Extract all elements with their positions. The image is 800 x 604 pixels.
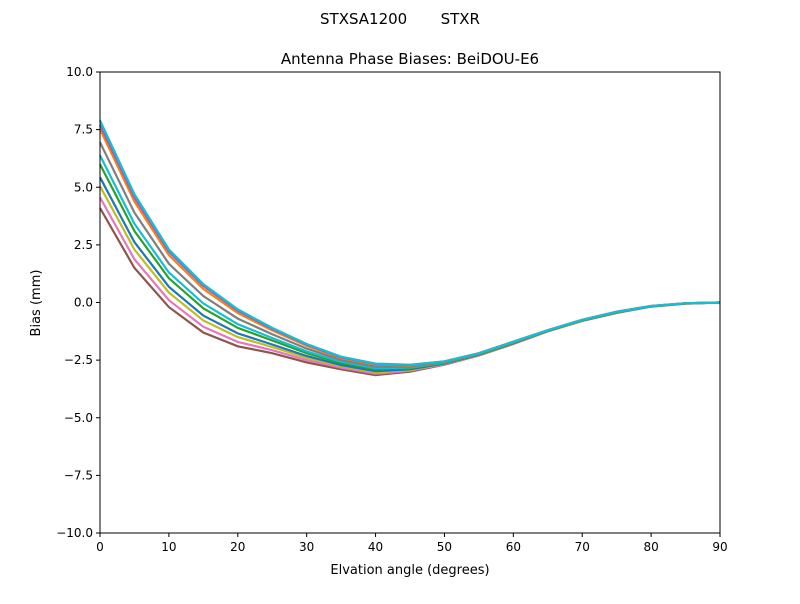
x-tick-label: 10	[161, 540, 176, 554]
y-tick-label: 10.0	[66, 65, 93, 79]
series-line-6	[99, 141, 721, 368]
series-line-8	[99, 124, 721, 367]
y-tick-label: −10.0	[56, 526, 93, 540]
y-tick-label: −2.5	[64, 353, 93, 367]
x-tick-label: 0	[96, 540, 104, 554]
x-tick-label: 60	[506, 540, 521, 554]
suptitle: STXSA1200 STXR	[320, 10, 480, 28]
x-tick-label: 40	[368, 540, 383, 554]
series-line-7	[99, 128, 721, 367]
x-tick-label: 30	[299, 540, 314, 554]
y-axis: −10.0 −7.5 −5.0 −2.5 0.0 2.5 5.0 7.5 10.0	[56, 65, 100, 540]
series-lines	[99, 119, 721, 377]
y-tick-label: −7.5	[64, 468, 93, 482]
series-line-5	[99, 154, 721, 370]
y-axis-label: Bias (mm)	[29, 270, 44, 337]
x-axis: 0 10 20 30 40 50 60 70 80 90	[96, 533, 728, 554]
x-tick-label: 70	[575, 540, 590, 554]
plot-frame	[99, 71, 721, 534]
y-tick-label: 2.5	[74, 238, 93, 252]
y-tick-label: 0.0	[74, 296, 93, 310]
x-axis-label: Elvation angle (degrees)	[330, 563, 489, 578]
y-tick-label: −5.0	[64, 411, 93, 425]
x-tick-label: 90	[712, 540, 727, 554]
x-tick-label: 50	[437, 540, 452, 554]
x-tick-label: 80	[643, 540, 658, 554]
series-line-0	[99, 207, 721, 377]
x-tick-label: 20	[230, 540, 245, 554]
series-line-4	[99, 163, 721, 371]
series-line-9	[99, 119, 721, 366]
chart-title: Antenna Phase Biases: BeiDOU-E6	[281, 50, 539, 68]
y-tick-label: 5.0	[74, 180, 93, 194]
y-tick-label: 7.5	[74, 123, 93, 137]
